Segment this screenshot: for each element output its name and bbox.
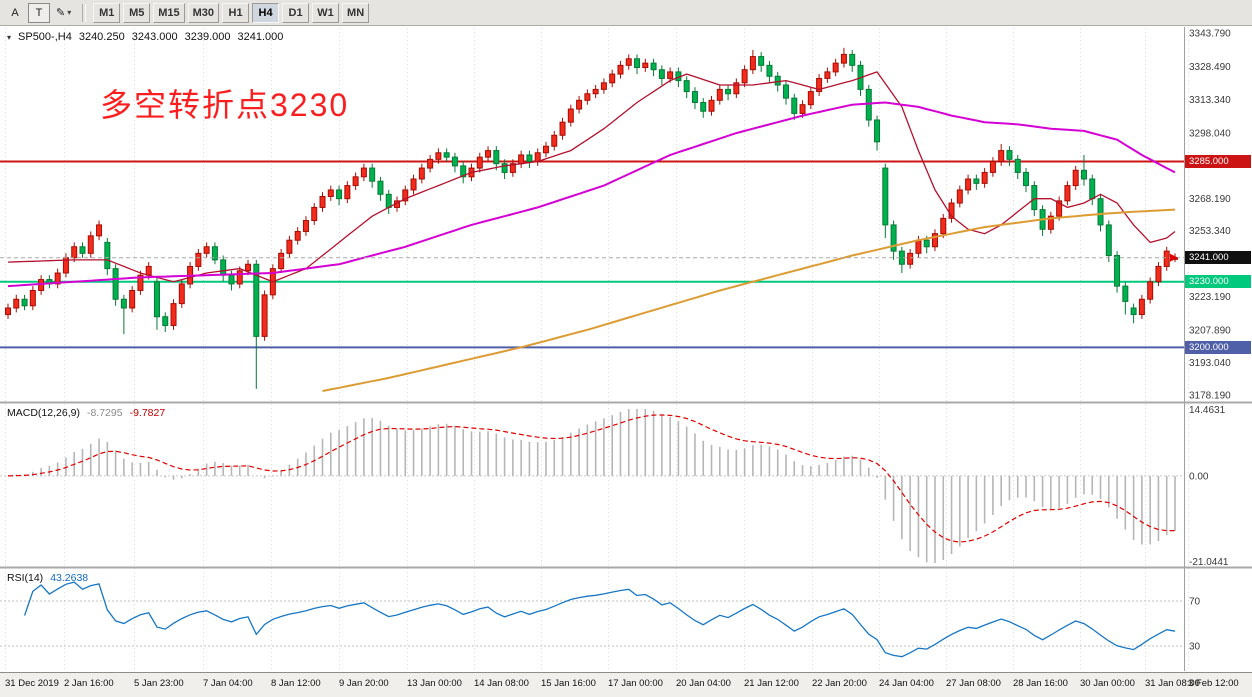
svg-text:3193.040: 3193.040 [1189,358,1231,369]
timeframe-button-m15[interactable]: M15 [153,2,185,23]
ohlc-close: 3241.000 [237,31,284,43]
time-label: 13 Jan 00:00 [407,678,462,689]
macd-main-value: -8.7295 [86,407,123,419]
time-label: 31 Dec 2019 [5,678,59,689]
timeframe-button-m5[interactable]: M5 [123,2,151,23]
time-label: 21 Jan 12:00 [744,678,799,689]
macd-signal-value: -9.7827 [129,407,166,419]
moving-averages-layer [7,71,1176,392]
ma-line-MA-slow [7,101,1176,288]
svg-text:3298.040: 3298.040 [1189,129,1231,140]
chevron-down-icon: ▾ [67,8,72,17]
horizontal-price-lines [0,160,1184,349]
toolbar-separator [82,3,87,22]
time-label: 17 Jan 00:00 [608,678,663,689]
timeframe-button-mn[interactable]: MN [342,2,370,23]
support-price-badge: 3200.000 [1185,340,1251,354]
svg-text:0.00: 0.00 [1189,471,1209,482]
svg-text:3328.490: 3328.490 [1189,62,1231,73]
macd-histogram [15,409,1176,563]
vertical-gridlines [5,28,1189,669]
ma-line-MA-fast [7,71,1176,283]
macd-indicator-label: MACD(12,26,9) -8.7295 -9.7827 [7,407,165,419]
time-label: 27 Jan 08:00 [946,678,1001,689]
time-label: 3 Feb 12:00 [1188,678,1239,689]
symbol-timeframe-label: SP500-,H4 [18,31,72,43]
svg-text:3223.190: 3223.190 [1189,292,1231,303]
price-axis[interactable]: 3285.000 3241.000 3230.000 3200.000 [1185,27,1252,671]
draw-objects-button[interactable]: ✎ ▾ [52,2,76,23]
svg-text:-21.0441: -21.0441 [1189,557,1229,568]
chart-background [0,26,1252,672]
arrow-tool-button[interactable]: A [4,2,26,23]
timeframe-button-h1[interactable]: H1 [222,2,250,23]
svg-text:3178.190: 3178.190 [1189,391,1231,402]
timeframe-button-h4[interactable]: H4 [252,2,280,23]
pivot-price-badge: 3230.000 [1185,275,1251,289]
rsi-value: 43.2638 [50,572,89,584]
time-label: 7 Jan 04:00 [203,678,253,689]
time-label: 14 Jan 08:00 [474,678,529,689]
time-label: 28 Jan 16:00 [1013,678,1068,689]
svg-text:30: 30 [1189,642,1201,653]
current-price-badge: 3241.000 [1185,251,1251,265]
chart-title: ▾ SP500-,H4 3240.250 3243.000 3239.000 3… [7,31,283,43]
svg-text:3313.340: 3313.340 [1189,95,1231,106]
resistance-price-badge: 3285.000 [1185,155,1251,168]
candles-layer [5,47,1178,389]
time-label: 22 Jan 20:00 [812,678,867,689]
text-tool-button[interactable]: T [28,2,50,23]
chart-menu-icon: ▾ [7,32,12,42]
time-label: 15 Jan 16:00 [541,678,596,689]
ohlc-low: 3239.000 [184,31,231,43]
svg-text:3268.190: 3268.190 [1189,194,1231,205]
macd-signal-line [7,414,1175,543]
svg-text:70: 70 [1189,597,1201,608]
ohlc-high: 3243.000 [131,31,178,43]
pencil-icon: ✎ [56,7,66,19]
time-label: 2 Jan 16:00 [64,678,114,689]
timeframe-button-m1[interactable]: M1 [93,2,121,23]
rsi-indicator-label: RSI(14) 43.2638 [7,572,88,584]
svg-text:3207.890: 3207.890 [1189,326,1231,337]
annotation-text[interactable]: 多空转折点3230 [100,87,350,123]
time-axis[interactable]: 31 Dec 2019 2 Jan 16:00 5 Jan 23:00 7 Jan 0… [0,672,1252,697]
macd-name: MACD(12,26,9) [7,407,80,419]
toolbar: A T ✎ ▾ M1 M5 M15 M30 H1 H4 D1 W1 MN [0,0,1252,26]
time-label: 24 Jan 04:00 [879,678,934,689]
svg-text:3343.790: 3343.790 [1189,29,1231,40]
current-price-arrow [1170,253,1178,262]
time-label: 8 Jan 12:00 [271,678,321,689]
time-label: 20 Jan 04:00 [676,678,731,689]
time-label: 30 Jan 00:00 [1080,678,1135,689]
rsi-name: RSI(14) [7,572,44,584]
svg-text:3253.340: 3253.340 [1189,226,1231,237]
rsi-line [23,581,1176,658]
time-label: 9 Jan 20:00 [339,678,389,689]
svg-text:14.4631: 14.4631 [1189,405,1226,416]
ohlc-open: 3240.250 [78,31,125,43]
timeframe-button-d1[interactable]: D1 [282,2,310,23]
ma-line-MA-long [322,208,1176,392]
timeframe-button-w1[interactable]: W1 [312,2,340,23]
timeframe-button-m30[interactable]: M30 [187,2,220,23]
time-label: 5 Jan 23:00 [134,678,184,689]
time-label: 31 Jan 08:00 [1145,678,1200,689]
